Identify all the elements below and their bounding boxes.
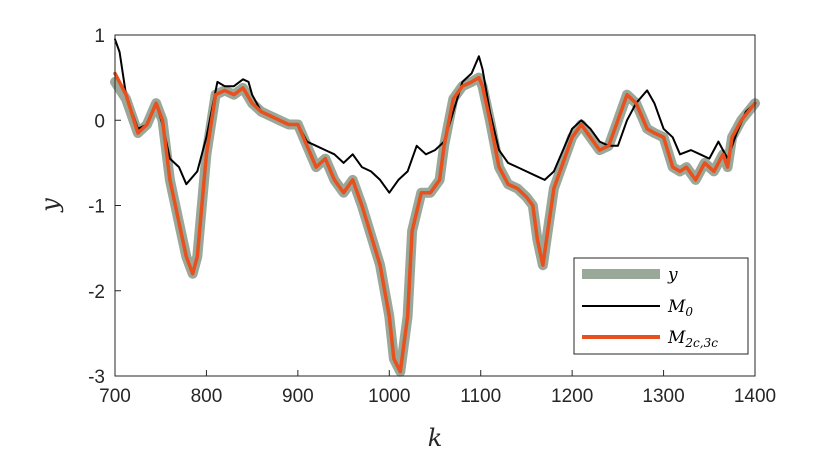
y-tick-label: 0 [94,111,105,132]
y-tick-label: -3 [88,367,105,388]
series-line-m2c3c [113,71,757,374]
x-tick-label: 1000 [368,386,410,407]
legend-label-m0: M0 [667,297,693,319]
y-tick-label: -1 [88,197,105,218]
legend-label-m2c3c-main: M [667,328,686,348]
series-line-m0 [114,38,756,194]
legend-label-y: y [667,265,678,285]
y-tick-label: 1 [94,26,105,47]
x-tick-label: 1100 [460,386,501,407]
series-layer [110,38,760,377]
x-tick-label: 700 [99,386,131,407]
x-tick-label: 1300 [642,386,684,407]
y-tick-label: -2 [88,282,105,303]
x-tick-label: 900 [282,386,314,407]
x-tick-label: 1400 [734,386,776,407]
legend-label-m0-main: M [667,297,686,317]
tick-layer: 700 800 900 1000 1100 1200 1300 1400 1 0 -1 -2 -3 [88,26,776,407]
legend-label-m2c3c-sub: 2c,3c [684,336,718,350]
x-tick-label: 1200 [551,386,593,407]
y-axis-label: y [36,198,64,213]
x-tick-label: 800 [191,386,223,407]
legend-label-m0-sub: 0 [685,305,693,319]
x-axis-label: k [428,424,443,452]
legend: y M0 M2c,3c [573,257,749,355]
legend-label-m2c3c: M2c,3c [667,328,718,350]
